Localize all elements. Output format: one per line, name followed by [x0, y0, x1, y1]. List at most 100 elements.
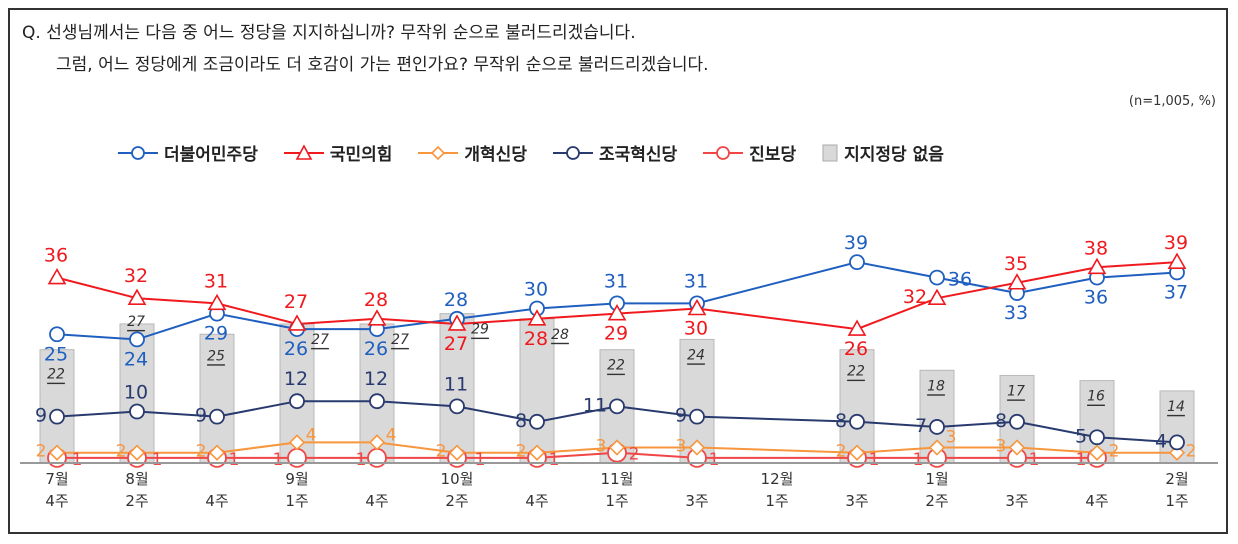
legend-marker: [566, 145, 580, 160]
bar-label: 27: [311, 332, 329, 348]
data-point: [289, 393, 305, 410]
data-label: 32: [124, 265, 148, 287]
bar-no-party: [439, 313, 475, 464]
legend-item: 지지정당 없음: [822, 140, 944, 165]
legend-bar-swatch: [822, 144, 838, 161]
data-label: 1: [549, 450, 560, 470]
series-line: [57, 441, 1177, 454]
data-point: [49, 408, 65, 425]
series-line: [56, 261, 1178, 331]
data-label: 27: [444, 333, 468, 355]
legend: 더불어민주당 국민의힘 개혁신당 조국혁신당 진보당 지지정당 없음: [118, 140, 944, 165]
data-label: 11: [444, 373, 468, 395]
data-point: [449, 398, 465, 415]
data-label: 30: [524, 279, 548, 301]
data-label: 27: [284, 291, 308, 313]
data-label: 3: [676, 437, 687, 457]
data-point: [48, 444, 66, 461]
data-label: 36: [44, 245, 68, 267]
data-label: 31: [204, 270, 228, 292]
data-label: 9: [675, 405, 687, 427]
data-label: 4: [306, 425, 317, 445]
data-point: [288, 434, 306, 451]
data-point: [209, 408, 225, 425]
data-point: [529, 413, 545, 430]
data-label: 2: [629, 445, 640, 465]
data-label: 35: [1004, 253, 1028, 275]
chart-frame: [8, 8, 1228, 534]
data-point: [527, 309, 547, 326]
legend-marker: [716, 145, 731, 160]
legend-item: 개혁신당: [418, 140, 527, 165]
data-label: 2: [516, 442, 527, 462]
data-label: 2: [36, 442, 47, 462]
data-point: [207, 293, 227, 311]
legend-swatch-icon: [703, 145, 744, 160]
legend-item: 더불어민주당: [118, 140, 258, 165]
legend-item: 국민의힘: [283, 140, 392, 165]
data-label: 2: [836, 442, 847, 462]
data-point: [448, 444, 466, 461]
legend-swatch-icon: [552, 145, 593, 160]
data-label: 38: [1084, 237, 1108, 259]
x-tick-label: 1월: [925, 470, 948, 488]
x-tick-label: 2주: [925, 492, 948, 510]
data-label: 3: [996, 437, 1007, 457]
data-point: [927, 288, 947, 306]
x-tick-label: 4주: [525, 492, 548, 510]
data-point: [1089, 429, 1105, 446]
data-point: [1008, 439, 1026, 456]
x-tick-label: 11월: [601, 470, 634, 488]
x-tick-label: 8월: [125, 470, 148, 488]
legend-swatch-icon: [283, 143, 324, 160]
bar-no-party: [39, 349, 75, 464]
data-label: 28: [444, 289, 468, 311]
data-label: 8: [835, 410, 847, 432]
sample-size-note: (n=1,005, %): [1128, 94, 1216, 109]
data-label: 3: [596, 437, 607, 457]
data-label: 1: [356, 450, 367, 470]
legend-item: 조국혁신당: [552, 140, 678, 165]
data-point: [367, 309, 387, 326]
data-point: [929, 269, 945, 286]
data-label: 25: [44, 343, 68, 365]
data-point: [1169, 434, 1185, 451]
data-label: 30: [684, 318, 708, 340]
data-label: 11: [583, 394, 607, 416]
data-point: [607, 304, 627, 321]
legend-marker: [295, 143, 313, 160]
data-point: [1088, 444, 1106, 461]
bar-label: 24: [687, 347, 705, 363]
x-tick-label: 3주: [685, 492, 708, 510]
x-tick-label: 10월: [441, 470, 474, 488]
legend-label: 지지정당 없음: [844, 145, 944, 165]
x-tick-label: 2주: [125, 492, 148, 510]
bar-label: 14: [1167, 399, 1185, 415]
data-point: [287, 447, 307, 468]
data-label: 26: [284, 338, 308, 360]
x-tick-label: 3주: [1005, 492, 1028, 510]
data-label: 5: [1075, 425, 1087, 447]
bar-label: 22: [847, 364, 865, 380]
data-label: 2: [1186, 442, 1197, 462]
x-tick-label: 4주: [365, 492, 388, 510]
data-label: 10: [124, 382, 148, 404]
data-point: [929, 419, 945, 435]
data-label: 37: [1164, 281, 1188, 303]
data-point: [128, 444, 146, 461]
data-label: 1: [869, 450, 880, 470]
data-point: [687, 298, 707, 316]
data-label: 39: [844, 232, 868, 254]
data-label: 2: [196, 442, 207, 462]
x-tick-label: 2주: [445, 492, 468, 510]
legend-label: 조국혁신당: [598, 145, 678, 165]
data-label: 7: [915, 415, 927, 437]
data-point: [688, 439, 706, 456]
data-label: 1: [152, 450, 163, 470]
legend-marker: [431, 145, 446, 160]
data-label: 28: [364, 289, 388, 311]
data-label: 4: [386, 425, 397, 445]
legend-label: 진보당: [749, 145, 797, 165]
data-label: 9: [195, 405, 207, 427]
bar-label: 27: [127, 314, 145, 330]
